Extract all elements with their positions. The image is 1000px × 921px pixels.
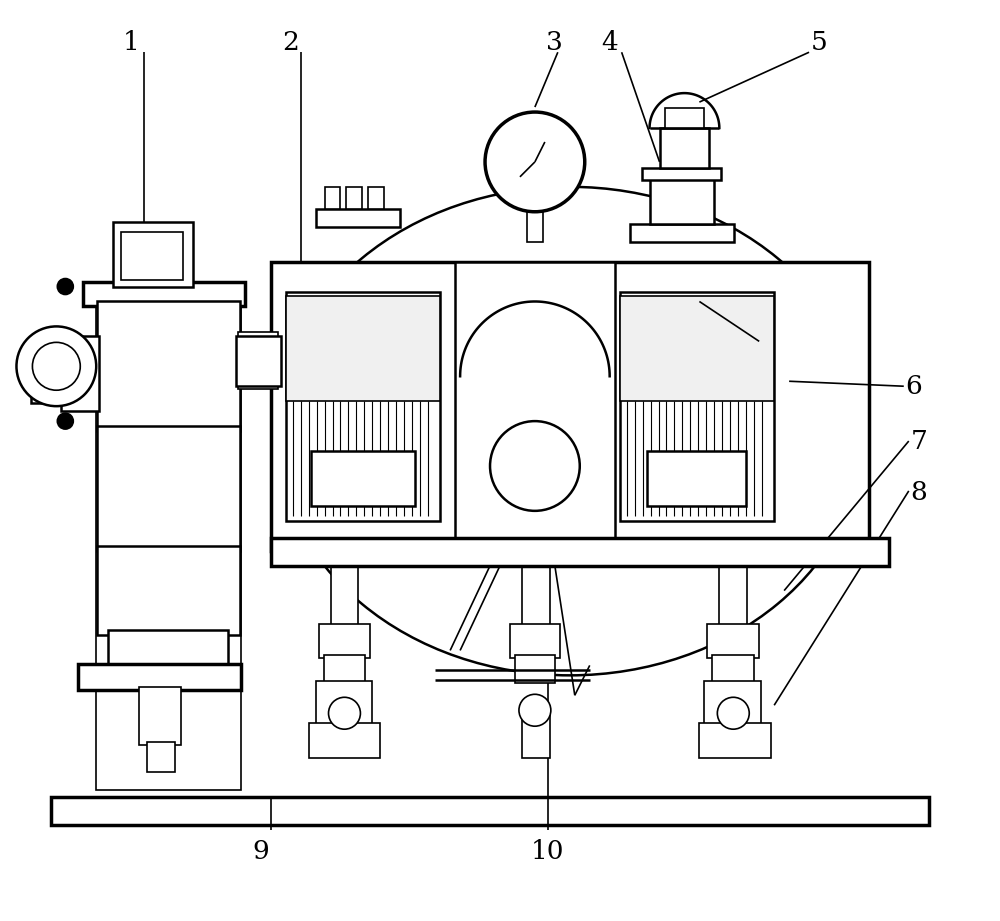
Bar: [707, 624, 759, 659]
Bar: [31, 344, 63, 403]
Bar: [319, 624, 370, 659]
Bar: [316, 682, 372, 725]
Circle shape: [57, 278, 73, 295]
Bar: [97, 546, 240, 635]
Bar: [83, 282, 245, 307]
Bar: [113, 222, 193, 286]
Bar: [527, 212, 543, 241]
Circle shape: [16, 326, 96, 406]
Circle shape: [717, 697, 749, 729]
Bar: [108, 631, 228, 665]
Bar: [121, 232, 183, 280]
Bar: [139, 687, 181, 745]
Text: 7: 7: [910, 428, 927, 453]
Bar: [325, 187, 340, 209]
Text: 10: 10: [531, 839, 565, 864]
Bar: [642, 168, 721, 180]
Circle shape: [57, 414, 73, 429]
Bar: [147, 742, 175, 772]
Bar: [97, 426, 240, 551]
Text: 5: 5: [811, 29, 827, 54]
Circle shape: [490, 421, 580, 511]
Bar: [699, 723, 771, 758]
Circle shape: [32, 343, 80, 391]
Circle shape: [485, 112, 585, 212]
Bar: [704, 682, 761, 725]
Text: 3: 3: [546, 29, 563, 54]
Bar: [630, 224, 734, 241]
Bar: [271, 538, 889, 565]
Bar: [522, 708, 550, 758]
Text: 9: 9: [252, 839, 269, 864]
Bar: [286, 292, 440, 520]
Bar: [346, 187, 362, 209]
Text: 6: 6: [905, 374, 922, 399]
Text: 8: 8: [910, 481, 927, 506]
Bar: [271, 262, 869, 551]
Bar: [61, 336, 99, 411]
Circle shape: [329, 697, 360, 729]
Bar: [331, 564, 358, 625]
Bar: [51, 797, 929, 825]
Bar: [647, 451, 746, 506]
Text: 4: 4: [601, 29, 618, 54]
Text: 1: 1: [123, 29, 139, 54]
Bar: [510, 624, 560, 659]
Ellipse shape: [276, 187, 864, 675]
Bar: [238, 332, 278, 390]
Bar: [309, 723, 380, 758]
Text: 2: 2: [282, 29, 299, 54]
Bar: [286, 297, 440, 402]
Bar: [455, 262, 615, 551]
Bar: [620, 292, 774, 520]
Bar: [97, 301, 240, 431]
Bar: [712, 656, 754, 683]
Bar: [660, 128, 709, 168]
Circle shape: [519, 694, 551, 726]
Bar: [316, 209, 400, 227]
Bar: [324, 656, 365, 683]
Bar: [236, 336, 281, 386]
Bar: [96, 282, 241, 790]
Bar: [368, 187, 384, 209]
Bar: [620, 297, 774, 402]
Bar: [665, 108, 704, 128]
Bar: [650, 174, 714, 224]
Bar: [522, 564, 550, 625]
Bar: [78, 664, 241, 691]
Bar: [515, 656, 555, 683]
Bar: [311, 451, 415, 506]
Bar: [719, 564, 747, 625]
